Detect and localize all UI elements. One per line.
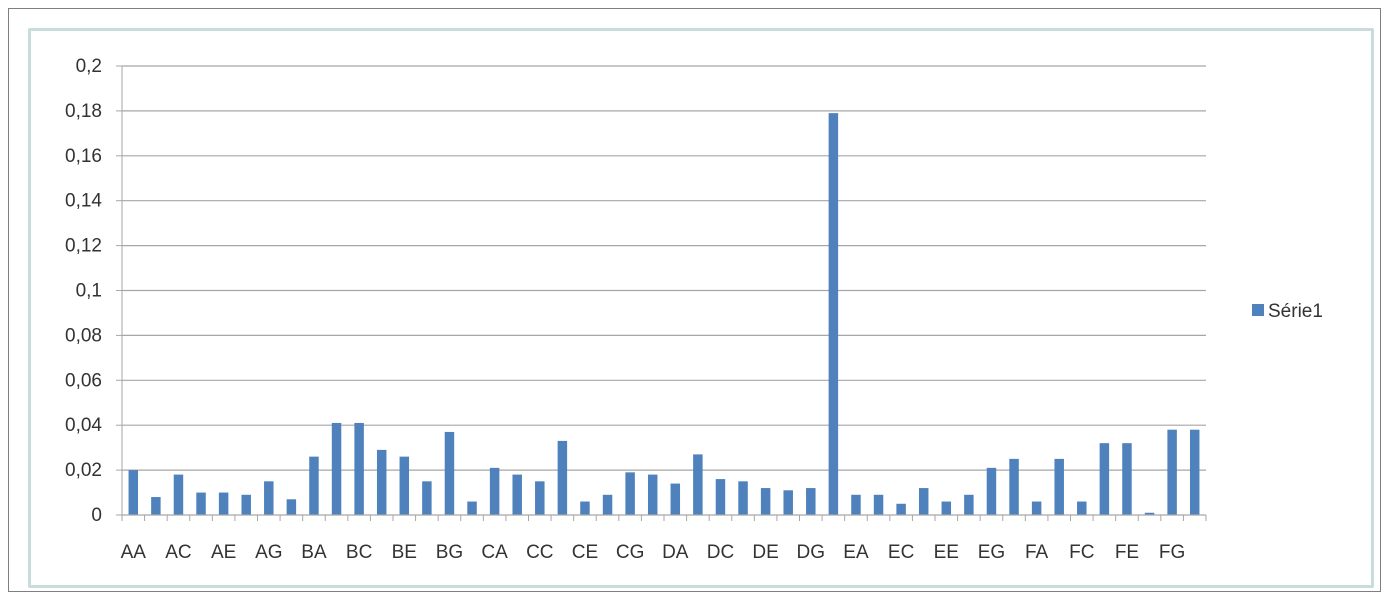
x-tick-label: DC xyxy=(707,542,734,563)
bar-FG xyxy=(1167,429,1177,515)
bar-BG xyxy=(444,431,455,515)
bar-CH xyxy=(647,474,658,515)
bar-AG xyxy=(264,481,274,515)
bar-CF xyxy=(602,494,613,515)
x-tick-label: DA xyxy=(662,542,689,563)
bar-EA xyxy=(851,494,861,515)
x-tick-label: AC xyxy=(165,542,191,563)
bar-EH xyxy=(1009,458,1019,515)
bar-DG xyxy=(806,488,816,515)
bar-EG xyxy=(986,467,997,515)
bar-BF xyxy=(422,481,432,515)
x-tick-label: CA xyxy=(481,542,508,563)
chart-area xyxy=(28,28,1374,588)
x-tick-label: BA xyxy=(301,542,327,563)
bar-DD xyxy=(738,481,748,515)
bar-CB xyxy=(512,474,522,515)
bar-FE xyxy=(1122,443,1132,515)
y-tick-label: 0,16 xyxy=(65,146,102,167)
bar-DE xyxy=(760,488,771,515)
bar-DC xyxy=(715,479,726,515)
x-tick-label: FE xyxy=(1115,542,1139,563)
bar-FA xyxy=(1031,501,1042,515)
x-tick-label: AE xyxy=(211,542,236,563)
x-tick-label: FC xyxy=(1069,542,1094,563)
x-tick-label: AA xyxy=(121,542,147,563)
y-tick-label: 0,02 xyxy=(65,460,102,481)
bar-AH xyxy=(286,499,297,515)
x-tick-label: FG xyxy=(1159,542,1185,563)
x-tick-label: BE xyxy=(392,542,417,563)
x-tick-label: EC xyxy=(888,542,914,563)
bar-FB xyxy=(1054,458,1064,515)
bar-FC xyxy=(1077,501,1087,515)
y-tick-label: 0,12 xyxy=(65,236,102,257)
bar-BA xyxy=(309,456,319,515)
y-tick-label: 0,08 xyxy=(65,325,102,346)
legend-label: Série1 xyxy=(1268,301,1323,322)
bar-CA xyxy=(489,467,500,515)
bar-CG xyxy=(625,472,635,515)
x-tick-label: EE xyxy=(934,542,959,563)
bar-FF xyxy=(1144,512,1155,515)
bar-BD xyxy=(376,449,387,515)
y-tick-label: 0,1 xyxy=(76,281,102,302)
x-tick-label: DG xyxy=(797,542,826,563)
bar-DB xyxy=(693,454,703,515)
x-tick-label: FA xyxy=(1025,542,1049,563)
bar-CC xyxy=(535,481,545,515)
x-tick-label: EG xyxy=(978,542,1005,563)
x-axis xyxy=(121,514,1207,521)
x-tick-label: BC xyxy=(346,542,372,563)
legend: Série1 xyxy=(1252,301,1323,322)
bar-EF xyxy=(964,494,974,515)
y-tick-label: 0,14 xyxy=(65,191,102,212)
x-tick-label: AG xyxy=(255,542,282,563)
x-tick-label: CG xyxy=(616,542,645,563)
x-tick-label: BG xyxy=(436,542,463,563)
y-tick-label: 0 xyxy=(91,505,102,526)
bar-BC xyxy=(354,422,364,515)
bar-EE xyxy=(941,501,952,515)
y-tick-label: 0,04 xyxy=(65,415,102,436)
bars xyxy=(128,113,1200,516)
y-axis-ticks: 0 0,02 0,04 0,06 0,08 0,1 0,12 0,14 0,16 0,18 0,2 xyxy=(65,56,102,526)
legend-swatch xyxy=(1252,304,1264,316)
bar-CD xyxy=(557,440,568,515)
bar-AF xyxy=(241,494,251,515)
bar-ED xyxy=(918,488,929,515)
bar-DA xyxy=(670,483,681,515)
bar-AD xyxy=(196,492,206,515)
bar-AB xyxy=(151,497,161,515)
bar-EB xyxy=(873,494,884,515)
bar-BH xyxy=(467,501,477,515)
bar-CE xyxy=(580,501,590,515)
x-tick-label: CE xyxy=(572,542,598,563)
bar-DF xyxy=(783,490,793,515)
x-tick-label: EA xyxy=(843,542,869,563)
bar-EC xyxy=(896,503,906,515)
bar-AC xyxy=(173,474,184,515)
y-tick-label: 0,18 xyxy=(65,101,102,122)
y-tick-label: 0,2 xyxy=(76,56,102,77)
x-tick-label: CC xyxy=(526,542,553,563)
x-axis-labels: AA AC AE AG BA BC BE BG CA CC CE CG DA DC DE DG EA EC EE EG… xyxy=(121,542,1186,563)
bar-FD xyxy=(1099,443,1110,515)
x-tick-label: DE xyxy=(752,542,778,563)
bar-DH xyxy=(828,113,839,516)
bar-FH xyxy=(1189,429,1200,515)
bar-BE xyxy=(399,456,410,515)
grid-lines xyxy=(116,65,1206,516)
bar-BB xyxy=(331,422,342,515)
bar-AA xyxy=(128,470,139,515)
bar-AE xyxy=(218,492,229,515)
y-tick-label: 0,06 xyxy=(65,370,102,391)
